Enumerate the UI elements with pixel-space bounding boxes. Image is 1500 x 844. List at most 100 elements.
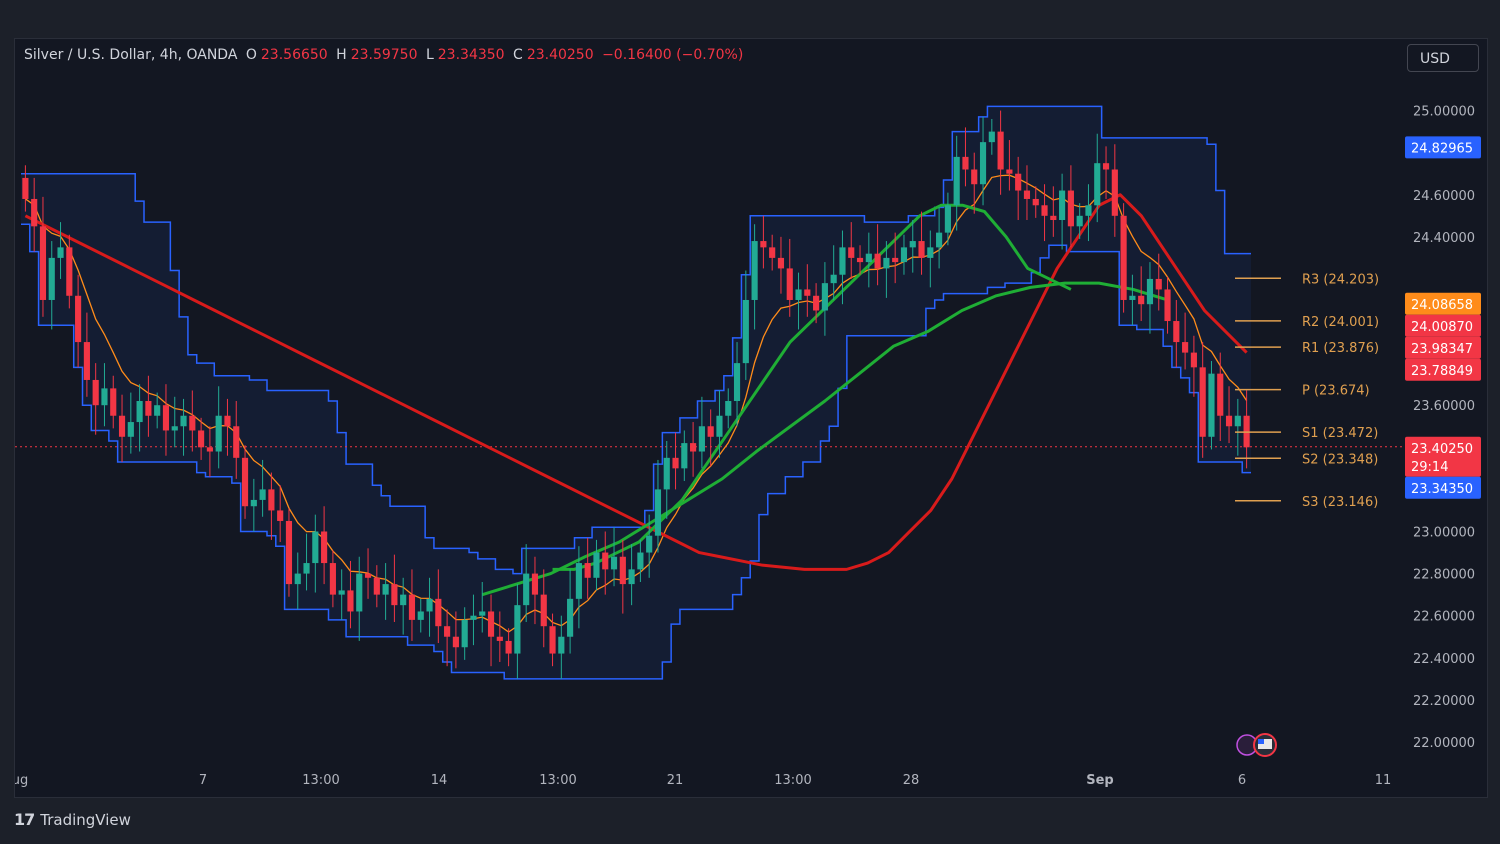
- candle-body: [567, 598, 574, 637]
- candle-body: [575, 563, 582, 599]
- candle-body: [1059, 190, 1066, 221]
- time-tick-label: 13:00: [302, 773, 339, 788]
- low-label: L: [425, 47, 434, 63]
- candle-body: [338, 590, 345, 595]
- pivot-label: R1 (23.876): [1302, 341, 1379, 356]
- candle-body: [215, 415, 222, 452]
- candle-body: [444, 626, 451, 637]
- candle-body: [22, 177, 29, 199]
- price-tag-label: 24.82965: [1411, 141, 1473, 156]
- candle-body: [962, 156, 969, 170]
- candle-body: [602, 552, 609, 570]
- candle-body: [92, 379, 99, 406]
- candle-body: [48, 257, 55, 300]
- candle-body: [1173, 321, 1180, 343]
- candle-body: [189, 415, 196, 431]
- candle-body: [303, 563, 310, 574]
- candle-body: [162, 405, 170, 431]
- price-tag: [1405, 476, 1481, 499]
- price-tag: [1405, 292, 1481, 315]
- ma-green-line: [552, 203, 1072, 571]
- candle-body: [830, 274, 837, 284]
- candle-body: [672, 457, 679, 469]
- candle-body: [171, 426, 178, 431]
- symbol-legend: Silver / U.S. Dollar, 4h, OANDA O 23.5665…: [24, 47, 747, 63]
- price-tick-label: 22.20000: [1413, 694, 1475, 709]
- candle-body: [1050, 215, 1057, 221]
- candle-body: [514, 605, 521, 654]
- candle-body: [294, 573, 301, 585]
- price-tag-label: 24.08658: [1411, 298, 1473, 313]
- candle-body: [698, 426, 705, 452]
- currency-selector[interactable]: USD: [1407, 44, 1479, 72]
- candle-body: [953, 156, 960, 206]
- pivot-label: P (23.674): [1302, 384, 1370, 399]
- candle-body: [1208, 373, 1215, 437]
- candle-body: [426, 598, 433, 612]
- candle-body: [347, 590, 354, 612]
- candle-body: [1129, 295, 1136, 300]
- candle-body: [997, 131, 1004, 170]
- candle-body: [127, 422, 134, 437]
- candle-body: [558, 636, 565, 654]
- candle-body: [531, 573, 539, 595]
- candle-body: [321, 531, 328, 564]
- candle-body: [1015, 173, 1022, 191]
- candle-body: [1234, 415, 1241, 427]
- candle-body: [936, 232, 943, 248]
- footer-brand[interactable]: 𝟭𝟳 TradingView: [14, 810, 131, 829]
- candle-body: [241, 457, 249, 507]
- chart-area[interactable]: R3 (24.203) R2 (24.001) R1 (23.876) P (23.6…: [14, 38, 1488, 798]
- candle-body: [848, 247, 855, 258]
- high-label: H: [336, 47, 347, 63]
- candle-body: [813, 295, 820, 311]
- candle-body: [786, 268, 793, 300]
- candle-body: [452, 636, 459, 648]
- candle-body: [760, 241, 767, 248]
- pivot-label: R3 (24.203): [1302, 272, 1379, 287]
- candle-body: [1023, 190, 1031, 199]
- candle-body: [663, 457, 670, 490]
- ema-orange-line: [25, 174, 1248, 633]
- candle-body: [690, 443, 697, 452]
- candle-body: [277, 510, 284, 521]
- band-fill: [21, 106, 1251, 679]
- time-tick-label: 21: [667, 773, 684, 788]
- candle-body: [979, 142, 987, 185]
- candle-body: [224, 415, 231, 427]
- candle-body: [865, 253, 872, 263]
- price-tag-label: 23.34350: [1411, 482, 1473, 497]
- candle-body: [1190, 352, 1197, 368]
- candle-body: [180, 415, 187, 427]
- candle-body: [496, 636, 503, 641]
- candle-body: [259, 489, 266, 500]
- candle-body: [892, 257, 899, 263]
- candle-body: [408, 594, 416, 620]
- time-tick-label: 28: [903, 773, 920, 788]
- price-tick-label: 25.00000: [1413, 105, 1475, 120]
- candle-body: [1138, 295, 1145, 305]
- countdown-label: 29:14: [1411, 460, 1448, 475]
- candle-body: [75, 295, 82, 343]
- change-value: −0.16400 (−0.70%): [602, 47, 744, 63]
- candle-body: [856, 257, 864, 263]
- candle-body: [584, 563, 591, 578]
- candle-body: [505, 640, 512, 654]
- candle-body: [751, 241, 758, 300]
- symbol-name[interactable]: Silver / U.S. Dollar, 4h, OANDA: [24, 47, 238, 63]
- price-chart[interactable]: R3 (24.203) R2 (24.001) R1 (23.876) P (23.6…: [15, 39, 1487, 797]
- price-tick-label: 23.00000: [1413, 525, 1475, 540]
- candle-body: [233, 426, 240, 458]
- price-tag-label: 23.98347: [1411, 342, 1473, 357]
- candle-body: [400, 594, 407, 606]
- candle-body: [1225, 415, 1233, 427]
- candle-body: [382, 584, 389, 595]
- candle-body: [777, 257, 785, 269]
- close-label: C: [513, 47, 523, 63]
- candle-body: [356, 573, 363, 612]
- candle-body: [39, 226, 47, 300]
- candle-body: [733, 363, 741, 402]
- candle-body: [821, 283, 828, 311]
- candle-body: [1067, 190, 1074, 227]
- candle-body: [1120, 215, 1127, 300]
